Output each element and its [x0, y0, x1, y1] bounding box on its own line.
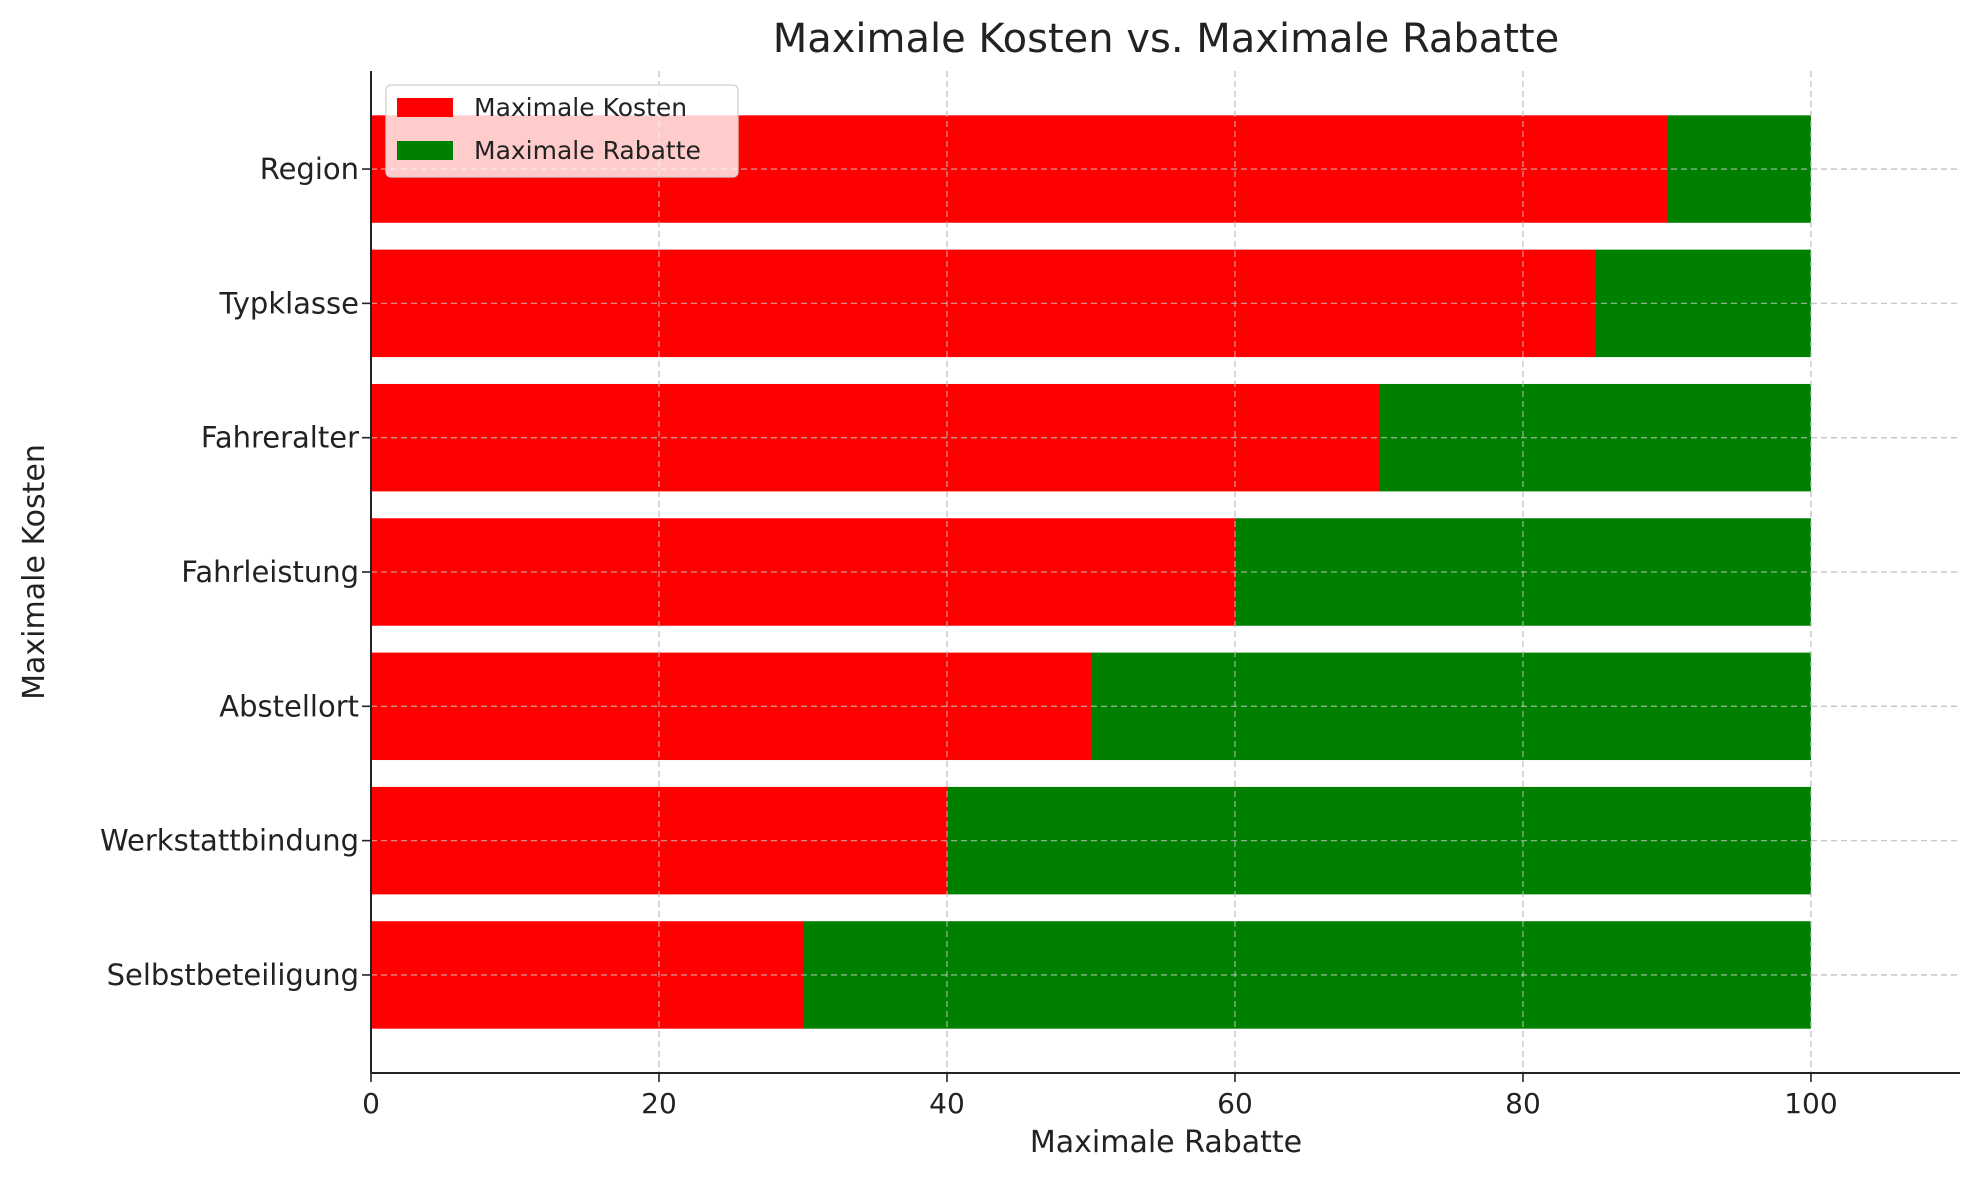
legend: Maximale Kosten Maximale Rabatte — [385, 84, 739, 178]
y-tick-label: Region — [260, 152, 359, 186]
y-axis-label: Maximale Kosten — [17, 444, 52, 700]
legend-frame — [385, 84, 739, 178]
bar-rabatte — [1090, 652, 1811, 761]
y-tick-label: Typklasse — [219, 286, 359, 320]
x-tick-label: 80 — [1505, 1087, 1541, 1120]
y-tick-label: Werkstattbindung — [100, 824, 359, 858]
bar-kosten — [371, 652, 1091, 761]
y-tick-label: Abstellort — [219, 689, 359, 723]
y-tick-label: Fahreralter — [201, 421, 359, 455]
y-tick-label: Fahrleistung — [181, 555, 359, 589]
legend-swatch — [397, 98, 453, 117]
x-tick-label: 20 — [641, 1087, 677, 1120]
legend-label: Maximale Kosten — [474, 93, 687, 122]
chart-title: Maximale Kosten vs. Maximale Rabatte — [773, 16, 1560, 62]
x-tick-label: 0 — [362, 1087, 380, 1120]
x-tick-label: 40 — [929, 1087, 965, 1120]
x-axis-label: Maximale Rabatte — [1030, 1125, 1302, 1160]
legend-swatch — [397, 141, 453, 160]
bar-rabatte — [1666, 115, 1811, 223]
x-tick-label: 60 — [1217, 1087, 1253, 1120]
y-tick-label: Selbstbeteiligung — [107, 958, 359, 992]
legend-label: Maximale Rabatte — [474, 136, 701, 165]
x-tick-label: 100 — [1784, 1087, 1837, 1120]
